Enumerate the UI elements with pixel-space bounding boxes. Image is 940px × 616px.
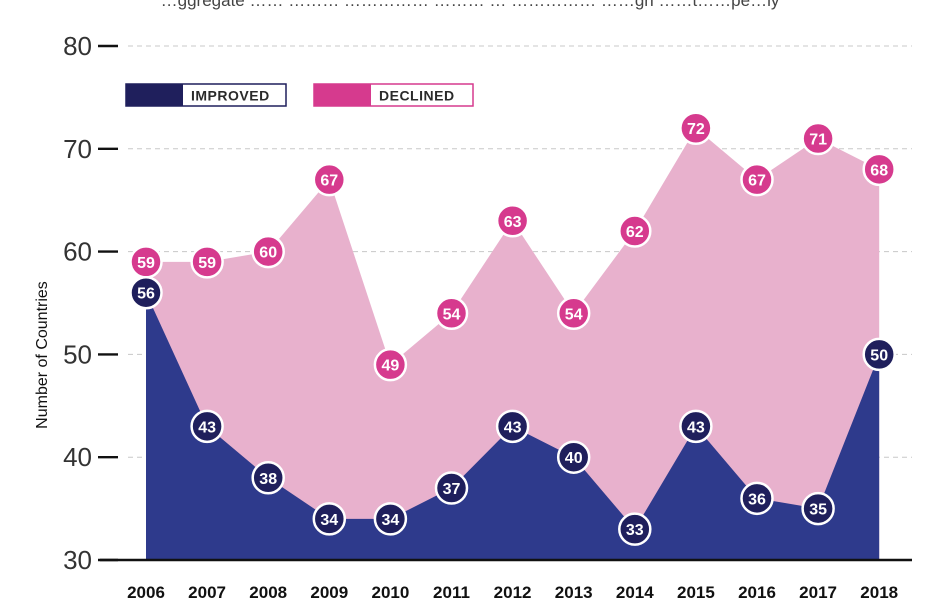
improved-marker-label: 43 [687, 419, 705, 436]
declined-marker [740, 162, 774, 197]
x-tick-label: 2006 [127, 583, 165, 602]
declined-marker [251, 234, 285, 269]
improved-marker [740, 481, 774, 516]
x-tick-label: 2010 [371, 583, 409, 602]
improved-marker [129, 275, 163, 310]
improved-marker-label: 43 [198, 419, 216, 436]
improved-marker-label: 35 [809, 502, 827, 519]
y-tick-label: 40 [63, 442, 92, 472]
improved-marker-label: 34 [320, 512, 338, 529]
improved-marker [801, 491, 835, 526]
declined-marker-label: 68 [870, 162, 888, 179]
legend: IMPROVED DECLINED [125, 83, 474, 107]
declined-marker-label: 67 [320, 173, 338, 190]
declined-marker-label: 67 [748, 173, 766, 190]
y-tick-label: 70 [63, 134, 92, 164]
improved-marker-label: 33 [626, 522, 644, 539]
declined-marker-label: 62 [626, 224, 644, 241]
improved-marker [495, 409, 530, 444]
y-tick-label: 30 [63, 545, 92, 575]
chart-title-fragment: …ggregate …… ……… …………… ……… … …………… ……gh … [160, 0, 780, 10]
declined-marker-label: 59 [137, 255, 155, 272]
x-tick-label: 2012 [494, 583, 532, 602]
improved-marker [679, 409, 713, 444]
x-tick-label: 2018 [860, 583, 898, 602]
y-axis-label: Number of Countries [34, 281, 51, 429]
improved-marker [434, 471, 469, 505]
improved-marker [190, 409, 224, 444]
declined-marker-label: 71 [809, 132, 827, 149]
y-tick-label: 80 [63, 31, 92, 61]
improved-marker [373, 502, 408, 536]
declined-marker [373, 347, 408, 382]
legend-improved-label: IMPROVED [191, 88, 270, 104]
improved-marker-label: 36 [748, 491, 766, 508]
improved-marker [618, 512, 652, 546]
improved-marker-label: 34 [382, 512, 400, 529]
improved-marker-label: 37 [443, 481, 461, 498]
declined-marker [190, 245, 224, 279]
x-tick-label: 2007 [188, 583, 226, 602]
declined-marker [556, 296, 591, 331]
improved-marker [556, 440, 591, 474]
data-markers: 59 59 60 67 49 54 63 54 62 72 67 71 68 56 43 38 34 34 37 43… [129, 111, 896, 546]
legend-declined-label: DECLINED [379, 88, 455, 104]
x-tick-label: 2009 [310, 583, 348, 602]
declined-marker-label: 59 [198, 255, 216, 272]
declined-marker [312, 162, 347, 197]
x-tick-label: 2014 [616, 583, 654, 602]
improved-marker [251, 461, 285, 495]
x-tick-label: 2008 [249, 583, 287, 602]
x-tick-label: 2017 [799, 583, 837, 602]
declined-marker [801, 121, 835, 156]
x-tick-label: 2015 [677, 583, 715, 602]
improved-marker-label: 40 [565, 450, 583, 467]
x-tick-label: 2011 [433, 583, 470, 602]
declined-marker-label: 54 [443, 306, 461, 323]
declined-marker [618, 214, 652, 248]
improved-marker [312, 502, 347, 536]
x-tick-label: 2013 [555, 583, 593, 602]
declined-marker-label: 60 [259, 245, 277, 262]
declined-marker [679, 111, 713, 145]
declined-marker [495, 204, 530, 238]
axes: 30 40 50 60 70 80 2006 2007 2008 2009 2010 2011 2012… [34, 31, 912, 602]
y-tick-label: 50 [63, 339, 92, 369]
improved-marker-label: 38 [259, 471, 277, 488]
declined-marker-label: 72 [687, 121, 705, 138]
declined-marker [862, 152, 896, 187]
improved-marker [862, 337, 896, 372]
legend-improved-swatch [126, 84, 183, 106]
declined-marker-label: 49 [382, 358, 400, 375]
legend-declined-swatch [314, 84, 371, 106]
improved-marker-label: 50 [870, 347, 888, 364]
y-tick-label: 60 [63, 237, 92, 267]
declined-marker [434, 296, 469, 331]
declined-marker-label: 54 [565, 306, 583, 323]
x-tick-label: 2016 [738, 583, 776, 602]
improved-marker-label: 43 [504, 419, 522, 436]
improved-marker-label: 56 [137, 286, 155, 303]
declined-marker-label: 63 [504, 214, 522, 231]
